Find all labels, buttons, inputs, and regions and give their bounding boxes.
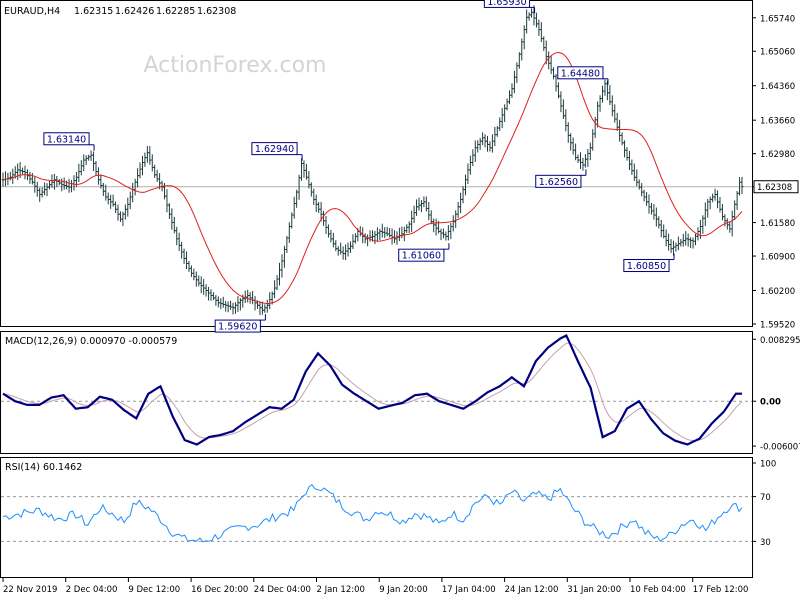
x-tick-label: 10 Feb 04:00 xyxy=(630,585,686,595)
rsi-line xyxy=(2,483,743,543)
watermark: ActionForex.com xyxy=(144,53,327,78)
ohlc-value: 1.62285 xyxy=(156,6,195,17)
ohlc-header: 1.62315 1.62426 1.62285 1.62308 xyxy=(74,6,236,17)
last-price-box xyxy=(753,180,799,194)
last-price-label: 1.62308 xyxy=(757,183,792,193)
price-annotation-label: 1.60850 xyxy=(627,261,666,272)
x-tick-label: 31 Jan 20:00 xyxy=(567,585,621,595)
price-annotation-label: 1.64480 xyxy=(561,68,600,79)
symbol-label: EURAUD,H4 xyxy=(4,6,60,17)
price-y-tick-label: 1.59520 xyxy=(760,321,795,331)
x-tick-label: 22 Nov 2019 xyxy=(3,585,57,595)
price-annotation-label: 1.59620 xyxy=(218,322,257,333)
price-y-tick-label: 1.64360 xyxy=(760,82,795,92)
x-tick-label: 24 Dec 04:00 xyxy=(254,585,311,595)
x-tick-label: 2 Jan 12:00 xyxy=(317,585,365,595)
price-annotation: 1.63140 xyxy=(43,132,95,151)
macd-title: MACD(12,26,9) 0.000970 -0.000579 xyxy=(5,336,177,347)
x-tick-label: 2 Dec 04:00 xyxy=(66,585,118,595)
rsi-y-tick-label: 70 xyxy=(760,493,771,503)
price-annotation: 1.62560 xyxy=(535,169,587,188)
rsi-y-tick-label: 100 xyxy=(760,460,776,470)
price-bar xyxy=(740,176,744,195)
ohlc-value: 1.62308 xyxy=(197,6,236,17)
price-y-tick-label: 1.65740 xyxy=(760,14,795,24)
macd-line xyxy=(2,334,742,446)
x-tick-label: 24 Jan 12:00 xyxy=(505,585,559,595)
rsi-layer: 100 70 30 xyxy=(1,460,776,548)
rsi-panel-frame xyxy=(0,457,753,578)
moving-average-line xyxy=(2,51,743,305)
price-annotation: 1.62940 xyxy=(251,142,303,161)
price-annotation-label: 1.62560 xyxy=(539,177,578,188)
x-tick-label: 17 Jan 04:00 xyxy=(442,585,496,595)
price-y-tick-label: 1.63660 xyxy=(760,117,795,127)
x-axis-layer: 22 Nov 2019 2 Dec 04:00 9 Dec 12:00 16 Dec … xyxy=(2,578,749,595)
price-y-tick-label: 1.65060 xyxy=(760,48,795,58)
price-annotation: 1.65930 xyxy=(483,0,536,14)
x-tick-label: 9 Jan 20:00 xyxy=(379,585,427,595)
price-annotation-label: 1.65930 xyxy=(487,0,526,8)
macd-y-tick-label: 0.008295 xyxy=(760,336,800,346)
price-annotation: 1.60850 xyxy=(623,253,675,273)
x-tick-label: 17 Feb 12:00 xyxy=(693,585,749,595)
rsi-y-tick-label: 30 xyxy=(760,538,771,548)
ohlc-value: 1.62315 xyxy=(74,6,113,17)
price-annotation: 1.61060 xyxy=(398,243,450,262)
price-layer: 1.65740 1.65060 1.64360 1.63660 1.62980 1.615… xyxy=(1,0,799,333)
price-y-tick-label: 1.60200 xyxy=(760,287,795,297)
ohlc-value: 1.62426 xyxy=(115,6,154,17)
price-annotation: 1.64480 xyxy=(557,66,609,85)
x-tick-label: 16 Dec 20:00 xyxy=(191,585,248,595)
watermark-layer: ActionForex.com xyxy=(144,53,327,78)
price-annotation-label: 1.62940 xyxy=(255,144,294,155)
x-tick-label: 9 Dec 12:00 xyxy=(128,585,180,595)
price-y-tick-label: 1.60900 xyxy=(760,253,795,263)
price-panel-frame xyxy=(0,0,753,327)
price-y-tick-label: 1.61580 xyxy=(760,219,795,229)
macd-panel-frame xyxy=(0,331,753,454)
macd-y-tick-label: 0.00 xyxy=(760,398,781,408)
macd-y-tick-label: -0.006007 xyxy=(760,443,800,453)
price-annotation-label: 1.63140 xyxy=(47,134,86,145)
price-annotation: 1.59620 xyxy=(214,314,266,333)
price-y-tick-label: 1.62980 xyxy=(760,150,795,160)
price-annotation-label: 1.61060 xyxy=(402,251,441,262)
rsi-title: RSI(14) 60.1462 xyxy=(5,462,82,473)
macd-layer: 0.008295 0.00 -0.006007 xyxy=(1,334,800,453)
